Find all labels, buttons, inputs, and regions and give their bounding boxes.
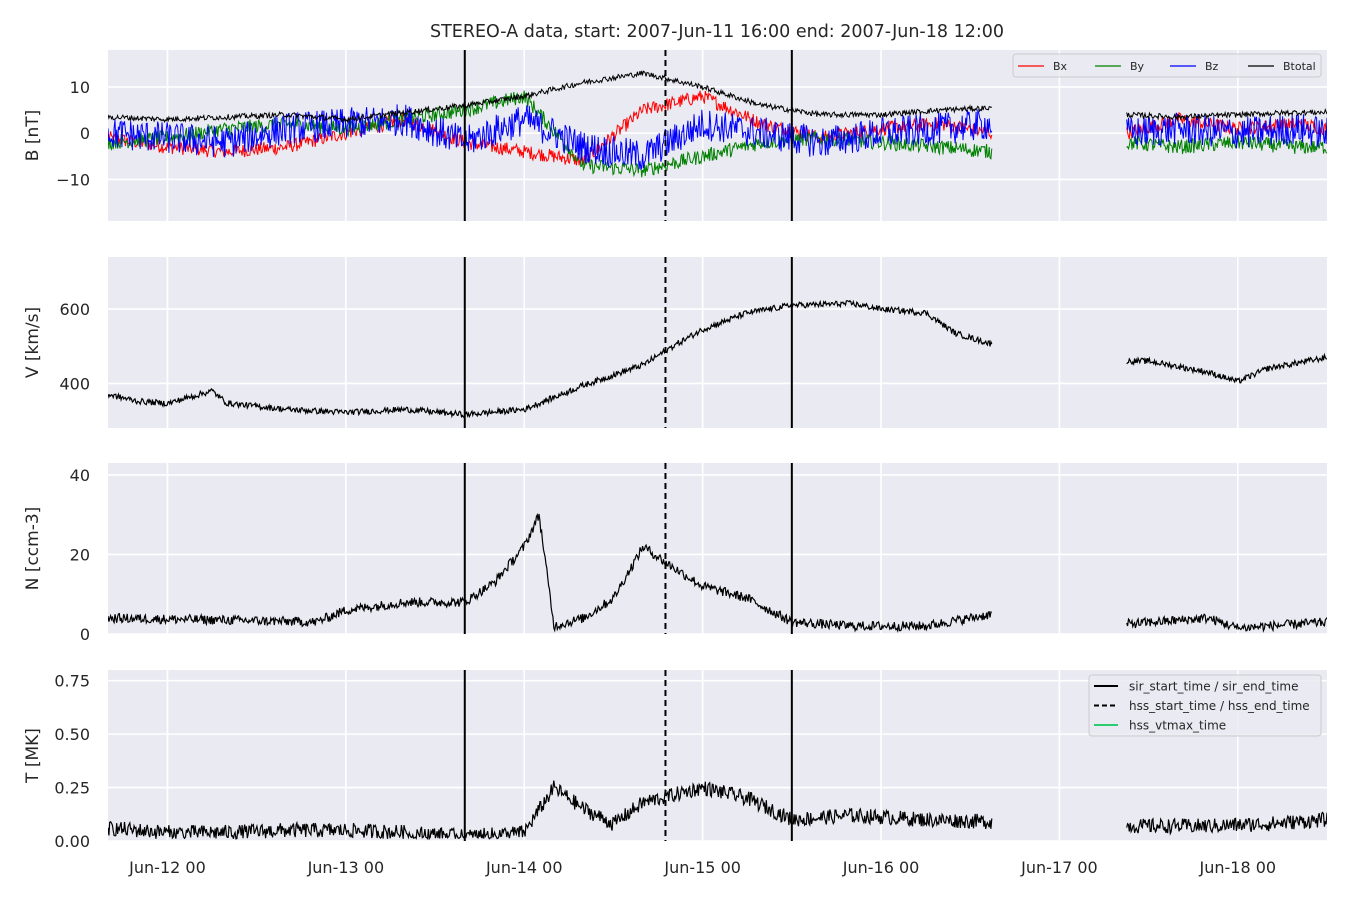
legend-label: Bx bbox=[1053, 60, 1068, 73]
panel-background bbox=[108, 257, 1327, 428]
panel-3: 40 20 0 N [ccm-3] bbox=[23, 463, 1327, 644]
series-v-line bbox=[108, 299, 1327, 419]
y-tick-label: 0.50 bbox=[54, 725, 90, 744]
panel-background bbox=[108, 463, 1327, 634]
legend-label: hss_start_time / hss_end_time bbox=[1129, 699, 1310, 713]
series-n-line bbox=[108, 512, 1327, 633]
x-tick-label: Jun-12 00 bbox=[128, 858, 206, 877]
legend-label: sir_start_time / sir_end_time bbox=[1129, 680, 1299, 694]
y-tick-label: 600 bbox=[59, 300, 90, 319]
figure-title: STEREO-A data, start: 2007-Jun-11 16:00 … bbox=[430, 22, 1004, 42]
legend-box bbox=[1088, 674, 1322, 737]
series-bz-line bbox=[108, 104, 1327, 171]
y-tick-label: 0.00 bbox=[54, 832, 90, 851]
x-tick-label: Jun-13 00 bbox=[307, 858, 385, 877]
legend-box bbox=[1012, 53, 1322, 78]
y-tick-label: 10 bbox=[70, 78, 90, 97]
legend-label: Bz bbox=[1205, 60, 1219, 73]
x-tick-label: Jun-17 00 bbox=[1020, 858, 1098, 877]
b-legend: Bx By Bz Btotal bbox=[1012, 53, 1322, 78]
event-legend: sir_start_time / sir_end_time hss_start_t… bbox=[1088, 674, 1322, 737]
series-btotal-line bbox=[108, 70, 1327, 124]
panel-background bbox=[108, 50, 1327, 221]
y-axis-label: T [MK] bbox=[23, 728, 43, 784]
panel-2: 600 400 V [km/s] bbox=[23, 257, 1327, 428]
x-tick-label: Jun-18 00 bbox=[1199, 858, 1277, 877]
y-axis-label: B [nT] bbox=[23, 110, 43, 162]
y-tick-label: −10 bbox=[56, 170, 90, 189]
y-axis-label: V [km/s] bbox=[23, 307, 43, 378]
panel-4: 0.75 0.50 0.25 0.00 T [MK] Jun-12 00 Jun-13 00… bbox=[23, 670, 1327, 877]
x-tick-label: Jun-15 00 bbox=[663, 858, 741, 877]
x-tick-label: Jun-16 00 bbox=[842, 858, 920, 877]
y-tick-label: 0 bbox=[80, 625, 90, 644]
y-tick-label: 40 bbox=[70, 466, 90, 485]
y-tick-label: 0 bbox=[80, 124, 90, 143]
legend-label: Btotal bbox=[1283, 60, 1316, 73]
y-axis-label: N [ccm-3] bbox=[23, 507, 43, 591]
y-tick-label: 0.75 bbox=[54, 672, 90, 691]
y-tick-label: 400 bbox=[59, 374, 90, 393]
series-t-line bbox=[108, 780, 1327, 841]
y-tick-label: 0.25 bbox=[54, 779, 90, 798]
x-tick-label: Jun-14 00 bbox=[485, 858, 563, 877]
y-tick-label: 20 bbox=[70, 545, 90, 564]
legend-label: hss_vtmax_time bbox=[1129, 719, 1226, 733]
legend-label: By bbox=[1130, 60, 1145, 73]
panel-1: 10 0 −10 B [nT] Bx By Bz Btotal bbox=[23, 50, 1327, 221]
